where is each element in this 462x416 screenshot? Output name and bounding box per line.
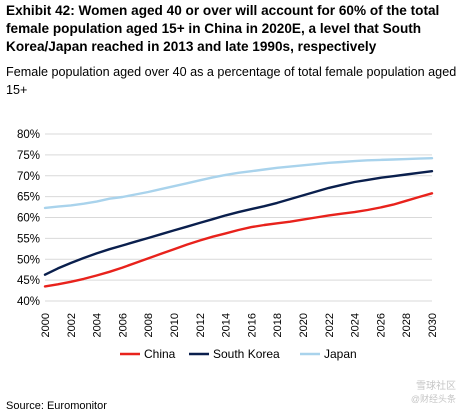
- legend-label-south-korea: South Korea: [213, 347, 280, 361]
- legend: China South Korea Japan: [120, 347, 357, 361]
- legend-label-japan: Japan: [324, 347, 357, 361]
- y-tick-label: 50%: [17, 254, 40, 266]
- y-tick-label: 75%: [17, 150, 40, 162]
- source-note: Source: Euromonitor: [6, 400, 107, 412]
- x-tick-label: 2026: [375, 313, 387, 337]
- x-tick-label: 2020: [298, 313, 310, 337]
- exhibit-title: Exhibit 42: Women aged 40 or over will a…: [6, 3, 440, 54]
- chart-subtitle: Female population aged over 40 as a perc…: [6, 65, 457, 97]
- y-tick-label: 55%: [17, 233, 40, 245]
- line-chart: 40% 45% 50% 55% 60% 65% 70% 75% 80% 2000 2002 2004…: [17, 129, 439, 361]
- y-tick-label: 45%: [17, 275, 40, 287]
- x-tick-label: 2012: [195, 313, 207, 337]
- x-tick-label: 2028: [401, 313, 413, 337]
- watermark-line-1: 雪球社区: [416, 381, 456, 392]
- x-tick-label: 2022: [324, 313, 336, 337]
- x-tick-label: 2008: [143, 313, 155, 337]
- x-tick-label: 2016: [246, 313, 258, 337]
- y-tick-label: 65%: [17, 192, 40, 204]
- y-tick-label: 40%: [17, 296, 40, 308]
- y-tick-label: 80%: [17, 129, 40, 141]
- x-tick-label: 2014: [221, 313, 233, 337]
- x-tick-label: 2010: [169, 313, 181, 337]
- x-tick-label: 2030: [427, 313, 439, 337]
- series-line-japan: [43, 157, 434, 210]
- x-tick-label: 2002: [66, 313, 78, 337]
- watermark-line-2: @财经头条: [410, 394, 456, 404]
- y-tick-label: 70%: [17, 171, 40, 183]
- gridlines: [45, 133, 432, 302]
- x-tick-label: 2000: [40, 313, 52, 337]
- x-tick-label: 2018: [272, 313, 284, 337]
- watermark: 雪球社区 @财经头条: [411, 380, 456, 406]
- series-line-south-korea: [43, 170, 434, 276]
- series-lines: [43, 157, 434, 288]
- x-tick-label: 2024: [350, 313, 362, 337]
- y-axis-tick-labels: 40% 45% 50% 55% 60% 65% 70% 75% 80%: [17, 129, 40, 308]
- legend-label-china: China: [144, 347, 176, 361]
- x-tick-label: 2004: [92, 313, 104, 337]
- series-line-china: [43, 192, 434, 288]
- y-tick-label: 60%: [17, 213, 40, 225]
- x-axis-tick-labels: 2000 2002 2004 2006 2008 2010 2012 2014 2016 2018…: [40, 313, 439, 337]
- x-tick-label: 2006: [117, 313, 129, 337]
